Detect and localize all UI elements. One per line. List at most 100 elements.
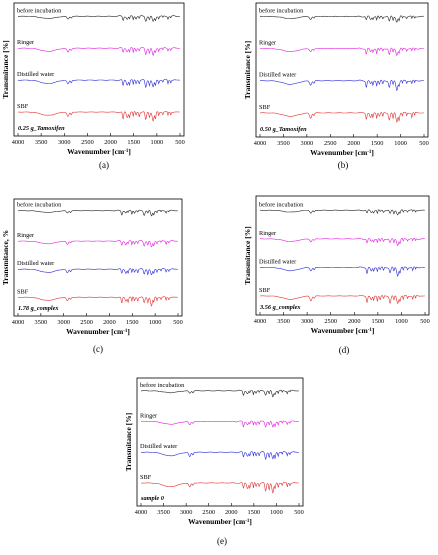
x-tick-label: 3000 — [57, 319, 70, 326]
series-line-ringer — [18, 240, 178, 248]
series-label: before incubation — [259, 201, 304, 208]
x-tick-label: 2500 — [324, 318, 337, 325]
series-label: before incubation — [140, 382, 185, 389]
x-tick-label: 4000 — [12, 319, 25, 326]
panel-letter: (a) — [99, 160, 109, 170]
x-tick-label: 1500 — [127, 139, 140, 146]
x-tick-label: 4000 — [135, 509, 148, 516]
plot-frame — [255, 2, 429, 138]
series-label: Distilled water — [17, 260, 55, 267]
x-tick-label: 4000 — [12, 139, 25, 146]
x-axis-label-exponent: -1 — [123, 329, 128, 334]
series-line-ringer — [260, 47, 424, 56]
sample-annotation: sample 0 — [140, 495, 165, 502]
x-tick-label: 500 — [175, 139, 184, 146]
series-label: Ringer — [140, 413, 158, 420]
x-tick-label: 1500 — [372, 318, 385, 325]
series-label: Distilled water — [17, 71, 55, 78]
x-tick-label: 2500 — [80, 319, 93, 326]
panel-letter: (d) — [339, 345, 350, 355]
panel-a: 4000 3500 3000 2500 2000 1500 1000 500 Wavenumbe… — [1, 2, 185, 170]
x-tick-label: 3500 — [157, 509, 170, 516]
x-tick-label: 500 — [294, 509, 303, 516]
panel-letter: (e) — [217, 536, 227, 546]
panel-letter: (b) — [338, 160, 349, 170]
x-tick-label: 500 — [173, 319, 182, 326]
x-tick-label: 3500 — [35, 139, 48, 146]
x-tick-label: 4000 — [254, 140, 267, 147]
x-tick-label: 3500 — [277, 140, 290, 147]
x-tick-label: 2000 — [104, 139, 117, 146]
series-line-ringer — [18, 47, 180, 57]
panel-b: 4000 3500 3000 2500 2000 1500 1000 500 Wavenumbe… — [243, 2, 429, 170]
panel-c: 4000 3500 3000 2500 2000 1500 1000 500 Wavenumbe… — [1, 198, 183, 354]
series-label: Distilled water — [259, 72, 297, 79]
series-label: before incubation — [17, 202, 62, 209]
x-tick-label: 2500 — [324, 140, 337, 147]
x-axis-label: Wavenumber [cm-1] — [311, 326, 375, 335]
series-line-sbf — [260, 112, 424, 123]
x-tick-label: 500 — [419, 140, 428, 147]
x-tick-label: 1000 — [149, 319, 162, 326]
x-tick-label: 2500 — [202, 509, 215, 516]
series-line-distilled-water — [18, 79, 180, 89]
series-label: Ringer — [259, 40, 277, 47]
series-label: SBF — [140, 474, 152, 481]
y-axis-label: Transmitance [%] — [243, 41, 252, 99]
panel-d: 4000 3500 3000 2500 2000 1500 1000 500 Wavenumbe… — [243, 195, 430, 355]
x-tick-label: 3500 — [35, 319, 48, 326]
series-label: before incubation — [259, 7, 304, 14]
series-label: Ringer — [17, 232, 35, 239]
series-label: Ringer — [17, 39, 35, 46]
x-tick-label: 2000 — [348, 318, 361, 325]
x-axis-label-exponent: -1 — [124, 149, 129, 154]
x-tick-label: 2000 — [347, 140, 360, 147]
series-label: SBF — [259, 287, 271, 294]
series-label: SBF — [259, 104, 271, 111]
series-line-before-incubation — [18, 15, 180, 22]
series-line-before-incubation — [141, 389, 299, 398]
series-line-sbf — [260, 295, 425, 305]
plot-frame — [136, 377, 304, 507]
series-line-distilled-water — [260, 79, 424, 92]
series-label: Distilled water — [140, 443, 178, 450]
x-tick-label: 1500 — [371, 140, 384, 147]
y-axis-label: Transmitance [%] — [243, 226, 252, 284]
series-label: Ringer — [259, 230, 277, 237]
series-line-ringer — [260, 237, 425, 247]
series-line-before-incubation — [18, 209, 178, 217]
series-label: before incubation — [17, 7, 62, 14]
x-tick-label: 2000 — [103, 319, 116, 326]
x-tick-label: 2000 — [225, 509, 238, 516]
x-axis-label-exponent: -1 — [245, 519, 250, 524]
x-tick-label: 1000 — [270, 509, 283, 516]
series-line-distilled-water — [260, 266, 425, 277]
series-line-sbf — [18, 296, 178, 307]
x-axis-label: Wavenumber [cm-1] — [66, 327, 130, 336]
panel-letter: (c) — [93, 344, 103, 354]
plot-frame — [255, 195, 430, 316]
x-tick-label: 1000 — [394, 140, 407, 147]
y-axis-label: Transmitance [%] — [124, 413, 133, 471]
series-line-sbf — [18, 111, 180, 122]
x-tick-label: 3000 — [301, 318, 314, 325]
x-tick-label: 2500 — [81, 139, 94, 146]
sample-annotation: 3.56 g_complex — [259, 304, 301, 311]
sample-annotation: 0.50 g_Tamoxifen — [260, 126, 307, 133]
series-line-before-incubation — [260, 209, 425, 216]
series-label: SBF — [17, 103, 29, 110]
plot-frame — [13, 198, 183, 317]
y-axis-label: Transmitance, % — [1, 230, 10, 285]
x-tick-label: 3000 — [180, 509, 193, 516]
x-axis-label-exponent: -1 — [367, 150, 372, 155]
x-tick-label: 500 — [420, 318, 429, 325]
x-tick-label: 4000 — [254, 318, 267, 325]
y-axis-label: Transmitance [%] — [1, 40, 10, 98]
x-tick-label: 1500 — [126, 319, 139, 326]
x-tick-label: 3000 — [58, 139, 71, 146]
series-label: Distilled water — [259, 258, 297, 265]
series-line-ringer — [141, 420, 299, 428]
x-axis-label: Wavenumber [cm-1] — [188, 517, 252, 526]
series-line-distilled-water — [18, 268, 178, 276]
